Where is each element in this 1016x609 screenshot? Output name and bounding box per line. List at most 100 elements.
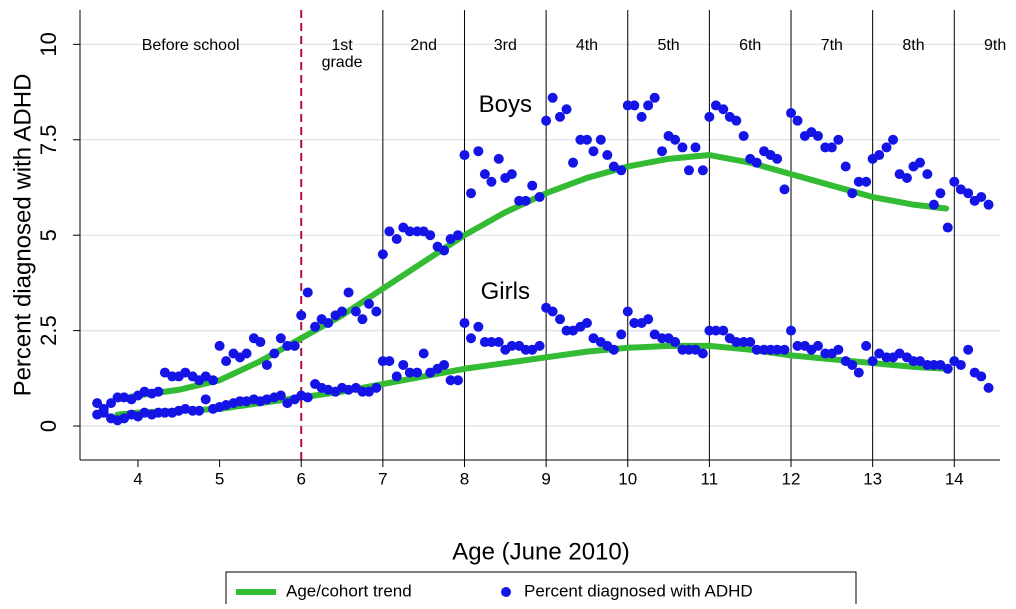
data-point <box>649 329 660 340</box>
data-point <box>649 92 660 103</box>
grade-label: 1st grade <box>321 37 363 71</box>
data-point <box>527 180 538 191</box>
data-point <box>697 348 708 359</box>
data-point <box>608 161 619 172</box>
data-point <box>901 172 912 183</box>
data-point <box>812 340 823 351</box>
data-point <box>963 344 974 355</box>
grade-label: 7th <box>820 37 843 54</box>
data-point <box>425 367 436 378</box>
data-point <box>697 165 708 176</box>
data-point <box>439 359 450 370</box>
legend-swatch <box>501 587 511 597</box>
data-point <box>812 130 823 141</box>
data-point <box>357 314 368 325</box>
grade-label: 2nd <box>410 37 438 54</box>
data-point <box>363 298 374 309</box>
data-point <box>772 344 783 355</box>
data-point <box>452 375 463 386</box>
data-point <box>942 363 953 374</box>
plot: 0 2.5 5 7.5 10 4 5 6 7 8 9 10 11 12 13 14 Before school 1… <box>36 10 1006 488</box>
data-point <box>963 188 974 199</box>
data-point <box>935 359 946 370</box>
data-point <box>479 169 490 180</box>
data-point <box>92 398 103 409</box>
grade-label: 8th <box>902 37 925 54</box>
x-tick-label: 13 <box>863 469 882 488</box>
data-point <box>616 329 627 340</box>
data-point <box>983 382 994 393</box>
grade-label: 6th <box>739 37 762 54</box>
data-point <box>310 321 321 332</box>
data-point <box>473 146 484 157</box>
data-point <box>555 314 565 325</box>
data-point <box>200 371 211 382</box>
data-point <box>541 115 552 126</box>
data-point <box>595 134 606 145</box>
data-point <box>588 146 599 157</box>
data-point <box>976 192 987 203</box>
data-point <box>404 226 415 237</box>
data-point <box>874 348 885 359</box>
data-point <box>847 359 858 370</box>
data-point <box>670 337 681 348</box>
data-point <box>459 150 470 161</box>
data-point <box>840 161 851 172</box>
data-point <box>486 176 497 187</box>
data-point <box>915 157 925 168</box>
x-tick-label: 14 <box>945 469 964 488</box>
data-point <box>704 111 715 122</box>
data-point <box>888 134 899 145</box>
data-point <box>255 337 266 348</box>
data-point <box>241 348 252 359</box>
data-point <box>826 142 837 153</box>
y-tick-label: 0 <box>36 420 61 432</box>
x-tick-label: 9 <box>541 469 550 488</box>
data-point <box>159 407 170 418</box>
data-point <box>894 169 905 180</box>
data-point <box>520 195 531 206</box>
legend-label: Age/cohort trend <box>286 581 412 600</box>
data-point <box>425 230 436 241</box>
data-point <box>418 348 429 359</box>
data-point <box>786 325 797 336</box>
legend-box <box>225 571 857 609</box>
group-label: Girls <box>481 278 530 305</box>
data-point <box>459 317 470 328</box>
data-point <box>602 150 613 161</box>
data-point <box>833 344 844 355</box>
data-point <box>363 386 374 397</box>
grade-label-box: 3rd <box>494 37 517 54</box>
data-point <box>608 344 619 355</box>
data-point <box>847 188 858 199</box>
data-point <box>282 398 293 409</box>
data-point <box>547 92 558 103</box>
x-tick-label: 7 <box>378 469 387 488</box>
data-point <box>404 367 415 378</box>
data-point <box>289 340 300 351</box>
data-point <box>466 188 477 199</box>
data-point <box>690 142 701 153</box>
data-point <box>153 386 164 397</box>
grade-label-box: 4th <box>576 37 598 54</box>
data-point <box>439 245 450 256</box>
data-point <box>561 104 572 115</box>
data-point <box>350 306 361 317</box>
data-point <box>922 169 933 180</box>
y-tick-label: 5 <box>36 229 61 241</box>
data-point <box>751 344 762 355</box>
data-point <box>738 130 749 141</box>
data-point <box>983 199 994 210</box>
data-point <box>568 325 579 336</box>
grade-label-box: 9th <box>984 37 1006 54</box>
data-point <box>955 359 966 370</box>
data-point <box>718 325 729 336</box>
data-point <box>629 100 640 111</box>
data-point <box>275 390 286 401</box>
data-point <box>915 356 925 367</box>
data-point <box>391 234 402 245</box>
data-point <box>384 226 395 237</box>
y-tick-label: 2.5 <box>36 315 61 346</box>
data-point <box>710 100 721 111</box>
data-point <box>527 344 538 355</box>
